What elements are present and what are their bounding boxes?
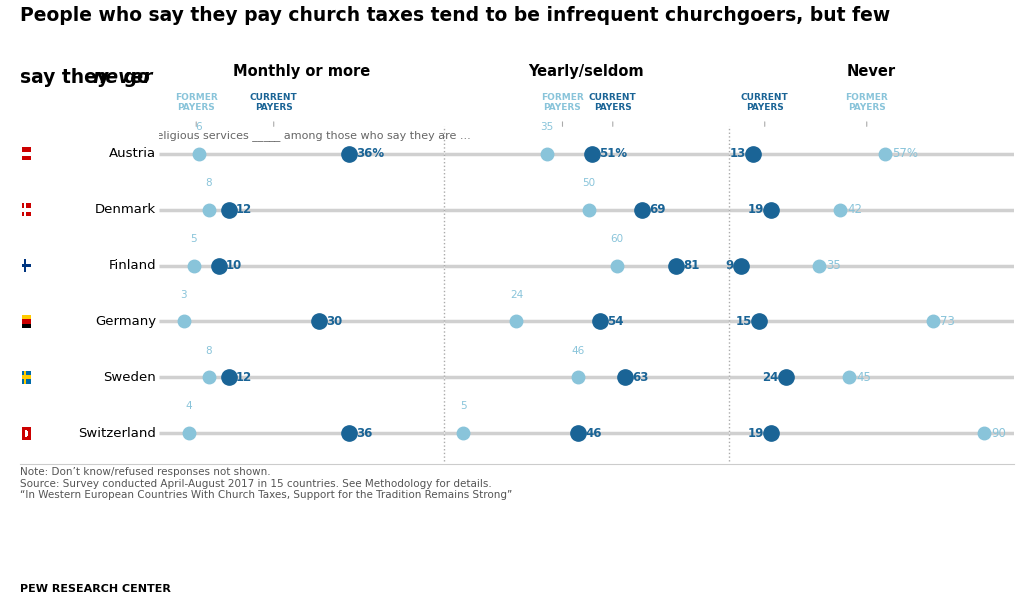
- Text: 46: 46: [571, 346, 585, 356]
- Text: Austria: Austria: [109, 147, 156, 161]
- Text: 36%: 36%: [356, 147, 384, 161]
- Text: 30: 30: [326, 315, 342, 328]
- Text: Denmark: Denmark: [95, 203, 156, 216]
- Text: never: never: [92, 68, 153, 87]
- Text: 45: 45: [856, 371, 870, 384]
- Text: 42: 42: [847, 203, 862, 216]
- Text: 5: 5: [190, 234, 197, 244]
- Bar: [22, 319, 31, 323]
- Text: 73: 73: [940, 315, 954, 328]
- Text: 35: 35: [826, 259, 841, 272]
- Bar: [22, 323, 31, 328]
- Bar: [22, 147, 31, 152]
- Bar: [26, 429, 28, 437]
- Bar: [22, 371, 31, 384]
- Text: CURRENT
PAYERS: CURRENT PAYERS: [741, 93, 788, 113]
- Text: 19: 19: [748, 426, 764, 440]
- Text: % who say they attend religious services _____ among those who say they are ...: % who say they attend religious services…: [20, 131, 471, 141]
- Text: 5: 5: [460, 401, 467, 412]
- Text: Yearly/seldom: Yearly/seldom: [528, 64, 644, 79]
- Text: 46: 46: [585, 426, 601, 440]
- Text: 19: 19: [748, 203, 764, 216]
- Bar: [25, 431, 28, 435]
- Text: 3: 3: [180, 290, 187, 300]
- Text: Monthly or more: Monthly or more: [232, 64, 370, 79]
- Text: 10: 10: [226, 259, 242, 272]
- Bar: [22, 264, 31, 267]
- Text: 8: 8: [206, 178, 212, 188]
- Text: Finland: Finland: [109, 259, 156, 272]
- Bar: [22, 156, 31, 161]
- Bar: [22, 376, 31, 379]
- Text: 12: 12: [236, 203, 252, 216]
- Text: 51%: 51%: [599, 147, 627, 161]
- Text: 24: 24: [510, 290, 523, 300]
- Text: FORMER
PAYERS: FORMER PAYERS: [541, 93, 584, 113]
- Text: 36: 36: [356, 426, 373, 440]
- Text: 63: 63: [633, 371, 649, 384]
- Text: Note: Don’t know/refused responses not shown.
Source: Survey conducted April-Aug: Note: Don’t know/refused responses not s…: [20, 467, 513, 500]
- Bar: [24, 203, 27, 216]
- Text: CURRENT
PAYERS: CURRENT PAYERS: [589, 93, 637, 113]
- Text: 13: 13: [729, 147, 745, 161]
- Text: 81: 81: [683, 259, 699, 272]
- Text: FORMER
PAYERS: FORMER PAYERS: [846, 93, 888, 113]
- Text: 35: 35: [541, 122, 554, 132]
- Text: 8: 8: [206, 346, 212, 356]
- Text: 60: 60: [610, 234, 624, 244]
- Text: Sweden: Sweden: [103, 371, 156, 384]
- Bar: [22, 259, 31, 273]
- Text: 24: 24: [762, 371, 778, 384]
- Bar: [24, 259, 27, 273]
- Text: 57%: 57%: [892, 147, 918, 161]
- Text: Never: Never: [847, 64, 896, 79]
- Text: 6: 6: [196, 122, 202, 132]
- Text: CURRENT
PAYERS: CURRENT PAYERS: [250, 93, 298, 113]
- Text: 69: 69: [649, 203, 666, 216]
- Text: Germany: Germany: [95, 315, 156, 328]
- Text: 15: 15: [735, 315, 752, 328]
- Bar: [22, 314, 31, 319]
- Bar: [24, 371, 27, 384]
- Bar: [22, 152, 31, 156]
- Text: PEW RESEARCH CENTER: PEW RESEARCH CENTER: [20, 584, 171, 594]
- Text: 90: 90: [991, 426, 1006, 440]
- Text: 9: 9: [725, 259, 733, 272]
- Text: People who say they pay church taxes tend to be infrequent churchgoers, but few: People who say they pay church taxes ten…: [20, 6, 891, 25]
- Text: 50: 50: [583, 178, 596, 188]
- Text: 12: 12: [236, 371, 252, 384]
- Bar: [22, 426, 31, 440]
- Text: go: go: [117, 68, 150, 87]
- Text: say they: say they: [20, 68, 116, 87]
- Text: 4: 4: [185, 401, 193, 412]
- Text: FORMER
PAYERS: FORMER PAYERS: [175, 93, 217, 113]
- Text: Switzerland: Switzerland: [78, 426, 156, 440]
- Bar: [22, 208, 31, 211]
- Bar: [22, 203, 31, 216]
- Text: 54: 54: [607, 315, 624, 328]
